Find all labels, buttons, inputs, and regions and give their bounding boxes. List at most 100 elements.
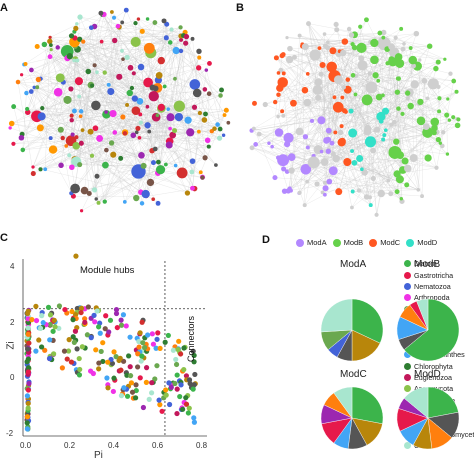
network-node xyxy=(358,55,365,62)
network-edge xyxy=(110,36,187,92)
network-node xyxy=(295,127,304,136)
network-node xyxy=(378,118,384,124)
network-node xyxy=(368,203,373,208)
network-edge xyxy=(284,167,437,192)
network-edge xyxy=(290,99,368,191)
network-node xyxy=(184,116,192,124)
y-tick-minus2: -2 xyxy=(6,429,14,438)
network-edge xyxy=(126,32,186,106)
network-edge xyxy=(255,144,337,159)
network-edge xyxy=(293,103,458,126)
network-edge xyxy=(71,110,137,194)
network-node xyxy=(20,147,26,153)
scatter-point xyxy=(124,393,131,399)
network-node xyxy=(138,151,145,159)
network-edge xyxy=(62,120,72,139)
network-node xyxy=(110,151,117,158)
scatter-point xyxy=(190,386,196,392)
network-node xyxy=(337,129,344,136)
network-node xyxy=(19,73,24,77)
network-node xyxy=(34,43,40,50)
network-edge xyxy=(278,116,435,129)
network-edge xyxy=(186,36,206,90)
network-node xyxy=(48,136,53,141)
network-edge xyxy=(278,72,448,155)
scatter-point xyxy=(56,303,63,309)
network-edge xyxy=(289,143,441,189)
network-edge xyxy=(322,64,353,208)
scatter-point xyxy=(24,346,31,352)
scatter-point xyxy=(146,396,152,402)
scatter-point xyxy=(190,348,196,354)
network-node xyxy=(18,134,25,141)
network-edge xyxy=(276,57,346,112)
network-node xyxy=(404,90,411,96)
scatter-point xyxy=(150,341,157,347)
network-node xyxy=(410,63,416,69)
network-edge xyxy=(328,32,384,152)
scatter-point xyxy=(33,348,39,354)
network-node xyxy=(133,194,140,202)
legend-item: Euglenozoa xyxy=(404,372,474,383)
network-node xyxy=(48,35,52,39)
network-node xyxy=(329,47,337,55)
network-node xyxy=(35,76,42,83)
legend-swatch xyxy=(404,442,411,450)
network-node xyxy=(203,111,208,117)
scatter-point xyxy=(156,397,162,403)
network-node xyxy=(363,194,370,200)
network-node xyxy=(69,164,75,171)
network-node xyxy=(173,163,178,168)
network-node xyxy=(124,54,130,61)
scatter-point xyxy=(68,359,75,365)
network-node xyxy=(446,97,450,101)
scatter-point xyxy=(77,366,83,373)
network-edge xyxy=(253,110,345,129)
scatter-point xyxy=(25,331,31,337)
network-edge xyxy=(359,190,391,194)
network-node xyxy=(183,40,189,46)
scatter-point xyxy=(153,345,159,351)
network-edge xyxy=(27,112,74,197)
network-edge xyxy=(105,93,210,166)
network-node xyxy=(63,95,72,104)
network-edge xyxy=(33,125,148,174)
scatter-point xyxy=(33,317,40,324)
network-node xyxy=(172,46,180,55)
network-edge xyxy=(308,23,395,123)
network-node xyxy=(399,26,404,31)
network-edge xyxy=(185,43,225,116)
module-legend-swatch xyxy=(296,238,304,247)
network-edge xyxy=(34,87,188,194)
network-edge xyxy=(138,18,221,96)
scatter-point xyxy=(100,358,106,365)
network-node xyxy=(281,188,288,194)
network-node xyxy=(29,67,34,73)
scatter-point xyxy=(39,344,45,350)
network-node xyxy=(77,162,83,168)
network-node xyxy=(454,89,459,94)
scatter-point xyxy=(166,380,172,386)
network-node xyxy=(364,124,372,133)
scatter-point xyxy=(149,331,155,337)
network-node xyxy=(364,17,369,23)
network-node xyxy=(317,116,326,125)
network-node xyxy=(58,162,64,169)
network-edge xyxy=(251,103,420,131)
network-node xyxy=(131,95,138,102)
scatter-point xyxy=(71,339,77,345)
scatter-point xyxy=(76,372,83,378)
network-node xyxy=(204,68,209,72)
network-node xyxy=(200,175,205,180)
network-edge xyxy=(278,97,319,117)
network-edge xyxy=(200,114,225,173)
network-edge xyxy=(103,14,195,189)
network-edge xyxy=(274,177,330,182)
scatter-point xyxy=(29,317,35,323)
network-edge xyxy=(60,32,186,78)
scatter-point xyxy=(24,359,30,365)
scatter-point xyxy=(102,326,108,332)
network-node xyxy=(251,126,256,131)
network-node xyxy=(24,90,29,96)
network-node xyxy=(284,169,290,174)
